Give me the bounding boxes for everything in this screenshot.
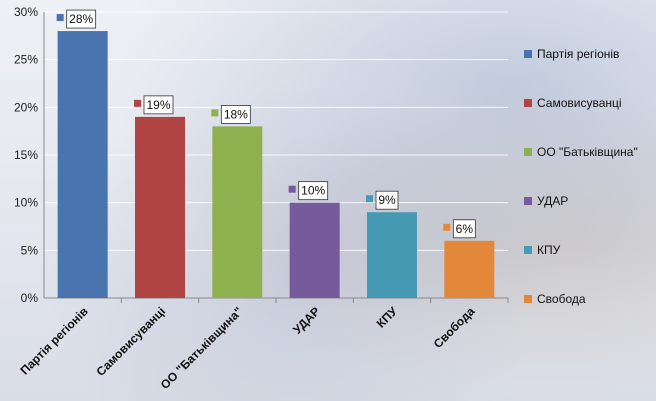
legend-label: Самовисуванці	[537, 96, 622, 110]
y-tick-label: 20%	[14, 100, 38, 114]
data-label-box	[220, 105, 251, 124]
data-label-key	[288, 185, 296, 193]
y-tick-label: 15%	[14, 148, 38, 162]
data-label-box	[143, 95, 174, 115]
data-label-key	[211, 109, 219, 117]
y-tick-label: 5%	[21, 243, 39, 257]
legend-swatch	[524, 246, 532, 254]
y-tick-label: 0%	[21, 291, 39, 305]
x-tick-label: Самовисуванці	[94, 304, 169, 379]
bar	[135, 116, 185, 298]
x-tick-label: УДАР	[290, 304, 323, 337]
legend-swatch	[524, 197, 532, 205]
data-label: 10%	[301, 184, 325, 198]
data-label-key	[56, 14, 64, 22]
y-tick-label: 10%	[14, 196, 38, 210]
x-tick-label: Свобода	[431, 304, 478, 351]
bar	[57, 31, 108, 299]
data-label: 19%	[146, 98, 170, 112]
bar	[444, 240, 495, 298]
data-label-key	[366, 195, 373, 203]
data-label-key	[443, 223, 451, 231]
x-tick-label: КПУ	[374, 304, 401, 331]
legend-label: КПУ	[537, 243, 561, 257]
legend-swatch	[524, 148, 532, 156]
y-tick-label: 30%	[14, 5, 38, 19]
data-label-box	[298, 181, 329, 201]
legend-label: Партія регіонів	[537, 47, 619, 61]
data-label: 6%	[456, 222, 474, 236]
data-label-box	[66, 9, 97, 29]
legend-swatch	[524, 99, 532, 107]
y-tick-label: 25%	[14, 53, 38, 67]
data-label-box	[452, 219, 476, 239]
data-label: 28%	[69, 12, 93, 26]
legend-swatch	[524, 295, 532, 303]
x-tick-label: Партія регіонів	[17, 304, 90, 377]
data-label-box	[375, 190, 399, 210]
x-tick-label: ОО "Батьківщина"	[158, 304, 246, 392]
legend-label: ОО "Батьківщина"	[537, 145, 638, 159]
legend-label: УДАР	[537, 194, 568, 208]
bar	[289, 202, 340, 298]
legend-label: Свобода	[537, 292, 586, 306]
data-label: 9%	[378, 193, 396, 207]
legend-swatch	[524, 50, 532, 58]
data-label: 18%	[224, 107, 248, 121]
bar	[212, 126, 263, 299]
data-label-key	[134, 99, 141, 107]
bar	[367, 212, 417, 298]
